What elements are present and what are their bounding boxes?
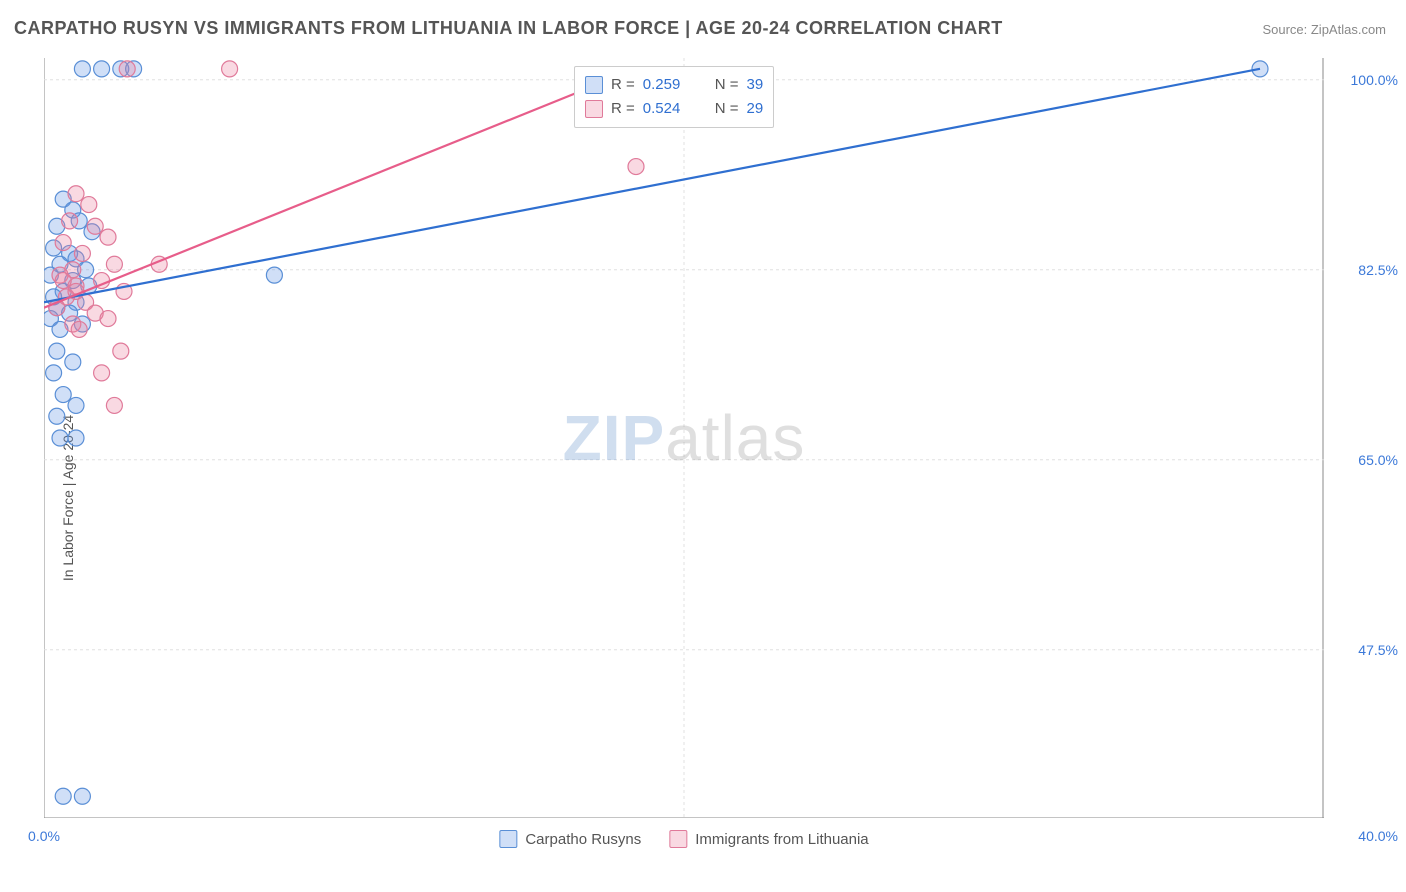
legend-item: Carpatho Rusyns <box>499 830 641 848</box>
chart-container: CARPATHO RUSYN VS IMMIGRANTS FROM LITHUA… <box>0 0 1406 892</box>
r-label: R = <box>611 97 635 121</box>
legend-label: Immigrants from Lithuania <box>695 831 868 848</box>
legend-swatch <box>669 830 687 848</box>
chart-title: CARPATHO RUSYN VS IMMIGRANTS FROM LITHUA… <box>14 18 1003 39</box>
correlation-row: R = 0.259 N = 39 <box>585 73 763 97</box>
x-tick-label: 40.0% <box>1358 828 1398 844</box>
y-tick-label: 47.5% <box>1334 642 1398 658</box>
y-tick-label: 82.5% <box>1334 262 1398 278</box>
legend-swatch <box>585 76 603 94</box>
n-value: 29 <box>747 97 764 121</box>
source-attribution: Source: ZipAtlas.com <box>1262 22 1386 37</box>
legend-swatch <box>499 830 517 848</box>
y-tick-label: 65.0% <box>1334 452 1398 468</box>
legend-swatch <box>585 100 603 118</box>
r-value: 0.524 <box>643 97 695 121</box>
x-tick-label: 0.0% <box>28 828 60 844</box>
correlation-legend-box: R = 0.259 N = 39 R = 0.524 N = 29 <box>574 66 774 128</box>
r-value: 0.259 <box>643 73 695 97</box>
scatter-chart-svg <box>44 58 1324 818</box>
n-label: N = <box>715 73 739 97</box>
y-tick-label: 100.0% <box>1334 72 1398 88</box>
r-label: R = <box>611 73 635 97</box>
legend-label: Carpatho Rusyns <box>525 831 641 848</box>
correlation-row: R = 0.524 N = 29 <box>585 97 763 121</box>
n-label: N = <box>715 97 739 121</box>
n-value: 39 <box>747 73 764 97</box>
plot-area: In Labor Force | Age 20-24 ZIPatlas R =0… <box>44 58 1324 818</box>
series-legend: Carpatho Rusyns Immigrants from Lithuania <box>499 830 868 848</box>
legend-item: Immigrants from Lithuania <box>669 830 868 848</box>
